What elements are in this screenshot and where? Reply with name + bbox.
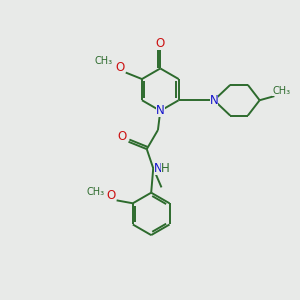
Text: O: O — [107, 189, 116, 203]
Text: N: N — [210, 94, 218, 107]
Text: O: O — [156, 37, 165, 50]
Text: H: H — [161, 162, 170, 175]
Text: CH₃: CH₃ — [94, 56, 113, 66]
Text: O: O — [117, 130, 127, 143]
Text: N: N — [154, 162, 163, 175]
Text: CH₃: CH₃ — [86, 187, 104, 197]
Text: N: N — [156, 104, 165, 117]
Text: O: O — [116, 61, 125, 74]
Text: CH₃: CH₃ — [272, 86, 290, 96]
